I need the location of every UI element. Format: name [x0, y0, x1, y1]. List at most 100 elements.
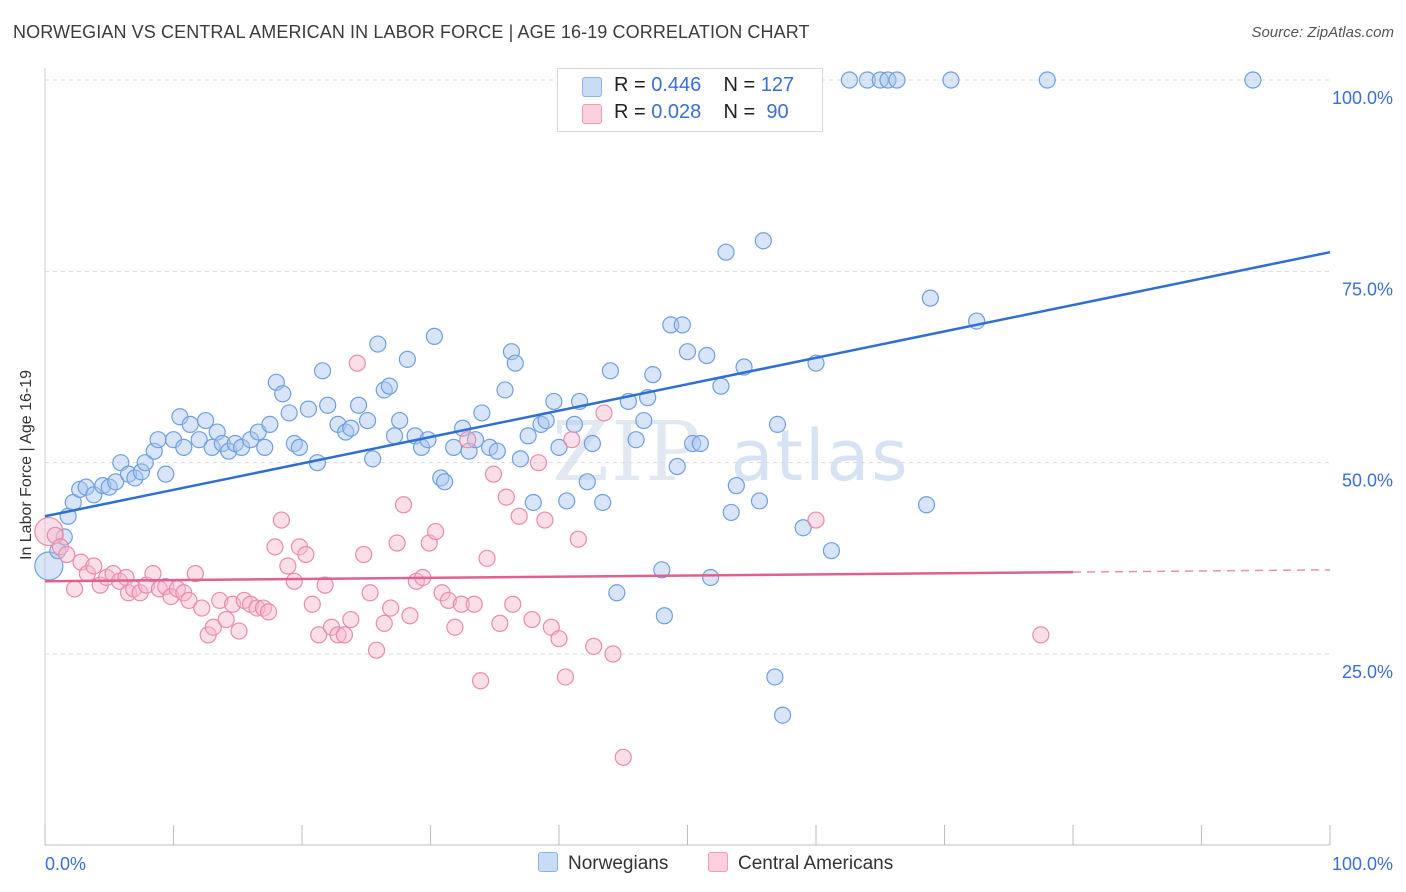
central-americans-legend-swatch [708, 852, 728, 872]
norwegian-point [558, 492, 576, 510]
norwegian-point [313, 362, 332, 380]
norwegian-point [754, 232, 772, 250]
central-american-point [1032, 626, 1050, 644]
norwegian-point [822, 542, 841, 560]
norwegian-point [921, 289, 939, 307]
norwegian-point [85, 486, 103, 504]
norwegian-point [653, 561, 671, 579]
norwegian-point [506, 354, 524, 372]
central-american-point [484, 465, 503, 483]
central-american-point [536, 511, 554, 529]
central-american-point [550, 630, 568, 648]
legend-item-norwegians[interactable]: Norwegians [538, 852, 668, 875]
x-tick-label: 100.0% [1332, 854, 1393, 874]
norwegian-point [750, 492, 769, 510]
norwegian-point [768, 415, 787, 433]
norwegian-point [107, 473, 125, 491]
watermark-zip: ZIP [552, 405, 703, 500]
norwegian-point [203, 438, 221, 456]
norwegian-point [644, 366, 662, 384]
norwegian-point [722, 503, 740, 522]
norwegian-point [261, 415, 279, 433]
norwegian-point [691, 434, 709, 453]
central-american-point [465, 595, 483, 613]
norwegian-point [349, 396, 368, 414]
norwegian-point [299, 400, 318, 418]
central-american-point [348, 354, 366, 372]
central-american-point [556, 668, 575, 686]
norwegian-point [1244, 71, 1262, 89]
norwegian-point [425, 327, 443, 345]
norwegian-point [473, 404, 491, 422]
central-american-point [563, 431, 581, 449]
y-tick-label: 50.0% [1342, 471, 1393, 491]
norwegian-point [157, 465, 175, 483]
central-american-point [65, 580, 84, 598]
norwegian-point [727, 477, 745, 495]
central-american-point [329, 626, 347, 644]
central-american-point [144, 565, 162, 583]
central-american-point [204, 618, 222, 636]
norwegian-point [712, 377, 730, 395]
norwegian-point [290, 438, 309, 456]
central-american-point [382, 599, 400, 617]
central-american-point [217, 610, 235, 629]
norwegian-point [545, 392, 563, 411]
legend-label: Central Americans [738, 853, 894, 874]
central-american-point [303, 595, 321, 613]
r-value: 0.028 [651, 101, 702, 123]
central-american-point [272, 511, 291, 529]
norwegian-point [436, 473, 454, 491]
central-american-point [367, 641, 386, 659]
central-american-point [523, 610, 541, 629]
central-americans-trend-extension [1072, 569, 1331, 573]
central-american-point [452, 595, 470, 613]
central-american-point [259, 603, 278, 621]
norwegians-swatch [582, 77, 602, 97]
norwegian-point [496, 381, 514, 399]
stats-legend: R = 0.446 N = 127 R = 0.028 N = 90 [557, 68, 823, 132]
norwegian-point [879, 71, 897, 89]
source-credit: Source: ZipAtlas.com [1251, 24, 1394, 41]
central-american-point [335, 626, 354, 644]
norwegian-point [673, 316, 691, 334]
norwegian-point [858, 71, 877, 89]
central-american-point [297, 545, 315, 564]
n-value: 127 [760, 74, 795, 96]
central-americans-swatch [582, 104, 602, 124]
norwegian-point [1038, 71, 1056, 89]
legend-item-central-americans[interactable]: Central Americans [708, 852, 893, 875]
norwegian-point [481, 438, 499, 456]
central-american-point [394, 496, 413, 514]
stats-text: R = 0.028 N = 90 [614, 101, 789, 124]
norwegian-point [190, 431, 208, 449]
r-label: R = [614, 101, 652, 123]
r-value: 0.446 [651, 74, 702, 96]
norwegian-point [364, 450, 382, 468]
norwegian-point [136, 454, 154, 472]
central-american-point [355, 545, 373, 564]
norwegian-point [794, 519, 812, 537]
y-tick-label: 75.0% [1342, 279, 1393, 299]
y-tick-label: 100.0% [1332, 88, 1393, 108]
norwegian-point [358, 411, 377, 430]
central-american-point [401, 607, 419, 625]
norwegian-point [608, 584, 626, 602]
central-american-point [569, 530, 587, 548]
norwegian-point [181, 415, 199, 433]
norwegian-point [519, 427, 537, 445]
norwegian-point [524, 493, 542, 512]
norwegian-point [274, 385, 292, 403]
norwegian-point [280, 404, 298, 422]
watermark-atlas: atlas [730, 415, 910, 497]
central-american-point [310, 626, 328, 644]
norwegian-point [578, 473, 596, 491]
norwegian-point [342, 419, 360, 437]
norwegian-point [594, 493, 612, 512]
central-american-point [211, 591, 229, 610]
central-american-point [604, 645, 622, 663]
norwegian-point [668, 457, 686, 476]
norwegians-legend-swatch [538, 852, 558, 872]
norwegian-point [319, 396, 337, 414]
